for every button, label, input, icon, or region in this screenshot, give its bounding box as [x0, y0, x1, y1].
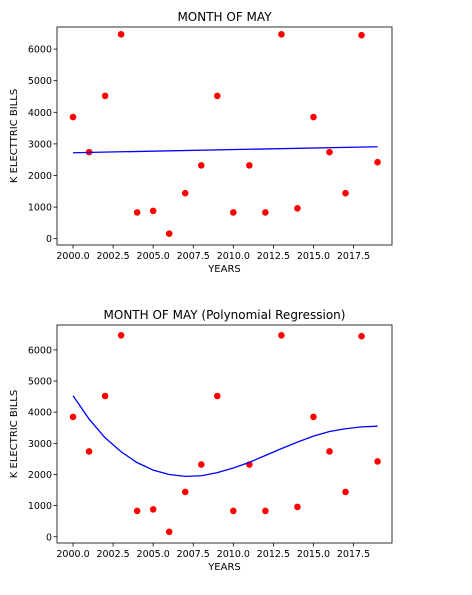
data-point — [197, 162, 205, 169]
subplot-1: MONTH OF MAY 2000.0 2002.5 2005.0 2007.5 2010… — [9, 10, 393, 275]
data-point — [246, 162, 253, 169]
data-point — [326, 148, 333, 156]
x-tick-label: 2012.5 — [257, 549, 290, 560]
x-tick-label: 2000.0 — [56, 549, 89, 560]
x-tick-label: 2017.5 — [337, 251, 370, 262]
x-tick-label: 2010.0 — [217, 251, 250, 262]
y-tick-label: 6000 — [28, 345, 52, 356]
data-point — [278, 331, 285, 339]
y-tick-label: 3000 — [28, 139, 52, 150]
x-tick-label: 2007.5 — [177, 251, 210, 262]
data-point — [262, 209, 269, 216]
chart-title: MONTH OF MAY (Polynomial Regression) — [104, 308, 346, 322]
data-point — [358, 332, 365, 340]
x-tick-label: 2005.0 — [137, 251, 170, 262]
y-tick-label: 3000 — [28, 439, 52, 450]
data-point — [133, 507, 141, 515]
x-tick-label: 2002.5 — [96, 251, 129, 262]
x-tick-label: 2015.0 — [297, 251, 330, 262]
data-point — [294, 205, 301, 212]
data-point — [358, 31, 365, 39]
data-point — [342, 488, 349, 496]
data-point — [165, 230, 173, 237]
data-point — [181, 189, 189, 197]
y-tick-label: 0 — [46, 234, 52, 245]
y-tick-label: 2000 — [28, 171, 52, 182]
y-tick-label: 2000 — [28, 470, 52, 481]
data-point — [165, 528, 173, 536]
x-axis-label: YEARS — [207, 264, 241, 275]
regression-line — [72, 395, 378, 478]
data-point — [133, 209, 141, 216]
data-point — [262, 507, 269, 515]
y-tick-label: 6000 — [28, 45, 52, 56]
data-point — [310, 413, 317, 421]
data-point — [117, 30, 125, 38]
y-tick-label: 5000 — [28, 377, 52, 388]
regression-line — [73, 146, 378, 154]
y-tick-label: 4000 — [28, 408, 52, 419]
x-tick-label: 2000.0 — [56, 251, 89, 262]
y-axis-label: K ELECTTRIC BILLS — [9, 89, 20, 183]
data-point — [149, 506, 157, 513]
x-tick-label: 2017.5 — [337, 549, 370, 560]
x-axis-label: YEARS — [207, 562, 241, 573]
data-point — [310, 113, 317, 121]
data-point — [69, 413, 77, 421]
plot-frame — [56, 324, 393, 544]
chart-title: MONTH OF MAY — [177, 10, 272, 24]
plot-frame — [56, 26, 393, 246]
data-point — [342, 189, 349, 197]
y-tick-label: 1000 — [28, 501, 52, 512]
y-tick-label: 0 — [46, 532, 52, 543]
x-tick-label: 2015.0 — [297, 549, 330, 560]
data-point — [374, 158, 381, 166]
data-point — [149, 207, 157, 215]
data-point — [213, 392, 221, 400]
x-tick-label: 2005.0 — [137, 549, 170, 560]
subplot-2: MONTH OF MAY (Polynomial Regression) 2000… — [9, 308, 393, 573]
data-point — [294, 503, 301, 511]
data-point — [213, 92, 221, 100]
y-axis-label: K ELECTRIC BILLS — [9, 390, 20, 478]
data-point — [326, 448, 333, 455]
data-point — [181, 488, 189, 496]
x-tick-label: 2012.5 — [257, 251, 290, 262]
x-tick-label: 2010.0 — [217, 549, 250, 560]
x-tick-label: 2007.5 — [177, 549, 210, 560]
y-tick-label: 5000 — [28, 76, 52, 87]
data-point — [230, 507, 237, 515]
data-point — [197, 461, 205, 468]
data-point — [101, 92, 109, 100]
y-tick-label: 4000 — [28, 108, 52, 119]
data-point — [69, 113, 77, 121]
data-point — [85, 448, 93, 455]
x-tick-label: 2002.5 — [96, 549, 129, 560]
y-tick-label: 1000 — [28, 203, 52, 214]
data-point — [278, 30, 285, 38]
data-point — [374, 458, 381, 465]
data-point — [101, 392, 109, 400]
data-point — [230, 209, 237, 216]
data-point — [117, 331, 125, 339]
